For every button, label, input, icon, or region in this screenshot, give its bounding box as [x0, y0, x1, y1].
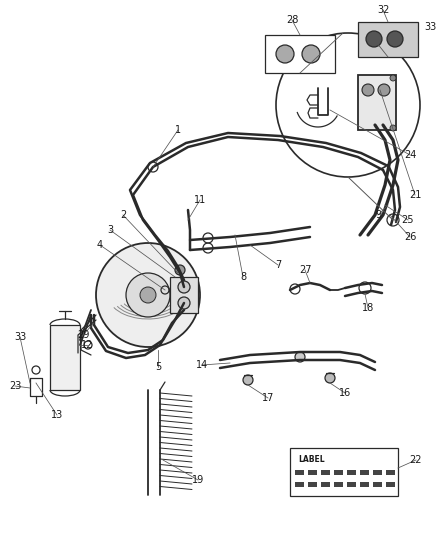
Text: 13: 13	[51, 410, 63, 420]
Circle shape	[302, 45, 320, 63]
Bar	[334, 482, 343, 487]
Text: 9: 9	[375, 210, 381, 220]
Text: 12: 12	[81, 340, 93, 350]
Text: 19: 19	[192, 475, 204, 485]
Bar	[170, 277, 198, 313]
Bar	[321, 470, 330, 475]
Circle shape	[126, 273, 170, 317]
Bar	[295, 470, 304, 475]
Bar	[347, 482, 356, 487]
Bar	[358, 75, 396, 130]
Text: 21: 21	[409, 190, 421, 200]
Bar	[373, 470, 382, 475]
Bar	[295, 482, 304, 487]
Text: LABEL: LABEL	[298, 456, 325, 464]
Text: 11: 11	[194, 195, 206, 205]
Text: 33: 33	[424, 22, 436, 32]
Text: 16: 16	[339, 388, 351, 398]
Bar	[50, 325, 80, 390]
Bar	[360, 470, 369, 475]
Text: 23: 23	[9, 381, 21, 391]
Circle shape	[178, 297, 190, 309]
Text: 32: 32	[377, 5, 389, 15]
Circle shape	[325, 373, 335, 383]
Text: 24: 24	[404, 150, 416, 160]
Text: 26: 26	[404, 232, 416, 242]
Circle shape	[366, 31, 382, 47]
Text: 1: 1	[175, 125, 181, 135]
Text: 5: 5	[155, 362, 161, 372]
Circle shape	[96, 243, 200, 347]
Text: 33: 33	[14, 332, 26, 342]
Text: 3: 3	[107, 225, 113, 235]
Bar	[308, 482, 317, 487]
Bar	[334, 470, 343, 475]
Circle shape	[175, 265, 185, 275]
Circle shape	[140, 287, 156, 303]
Bar	[373, 482, 382, 487]
Text: 27: 27	[299, 265, 311, 275]
Text: 4: 4	[97, 240, 103, 250]
Bar	[386, 470, 395, 475]
Bar	[321, 482, 330, 487]
Text: 18: 18	[362, 303, 374, 313]
Circle shape	[362, 84, 374, 96]
Circle shape	[378, 84, 390, 96]
Circle shape	[295, 352, 305, 362]
Bar	[386, 482, 395, 487]
Bar	[265, 35, 335, 73]
Bar	[290, 448, 398, 496]
Circle shape	[387, 31, 403, 47]
Text: 17: 17	[262, 393, 274, 403]
Circle shape	[178, 281, 190, 293]
Circle shape	[243, 375, 253, 385]
Text: 22: 22	[410, 455, 422, 465]
Text: 25: 25	[402, 215, 414, 225]
Text: 8: 8	[240, 272, 246, 282]
Text: 14: 14	[196, 360, 208, 370]
Text: 29: 29	[77, 330, 89, 340]
Circle shape	[390, 75, 396, 81]
Text: 2: 2	[120, 210, 126, 220]
Bar	[360, 482, 369, 487]
Circle shape	[276, 45, 294, 63]
Bar	[358, 22, 418, 57]
Text: 7: 7	[275, 260, 281, 270]
Circle shape	[276, 33, 420, 177]
Text: 28: 28	[286, 15, 298, 25]
Bar	[347, 470, 356, 475]
Bar	[308, 470, 317, 475]
Circle shape	[390, 125, 396, 131]
